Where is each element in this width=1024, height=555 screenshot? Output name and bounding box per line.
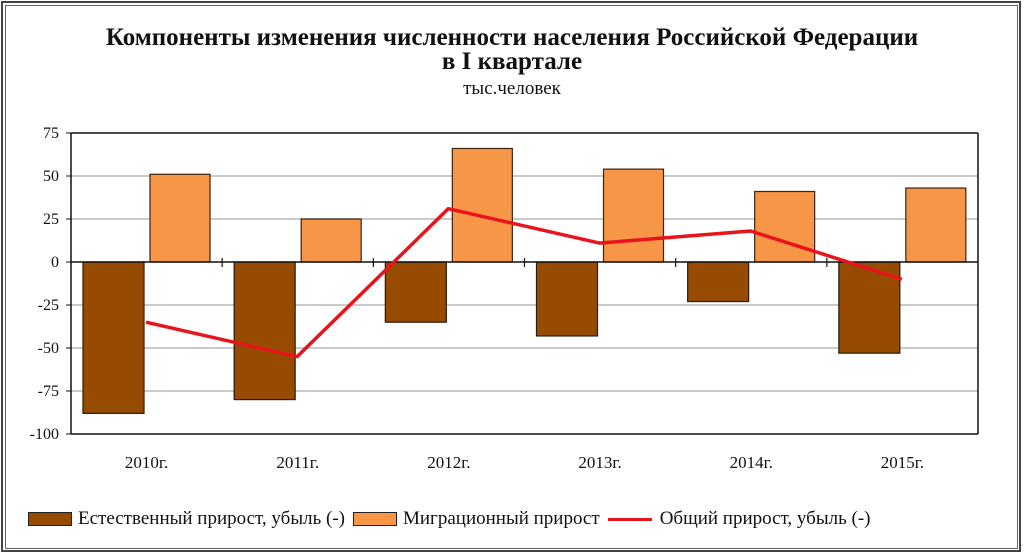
legend-item-migration: Миграционный прирост (352, 508, 600, 530)
x-tick-label: 2011г. (276, 453, 319, 472)
bar-natural (384, 261, 447, 323)
bar-migration (905, 187, 967, 263)
line-total (145, 206, 903, 359)
y-tick-label: 25 (43, 211, 59, 228)
bar-natural (233, 261, 296, 401)
bar-natural (535, 261, 599, 337)
y-tick-label: -75 (38, 383, 59, 400)
inner-frame (5, 5, 1018, 549)
x-tick-label: 2013г. (578, 453, 621, 472)
bar-natural (687, 261, 750, 303)
bar-migration (300, 218, 362, 263)
x-tick-label: 2015г. (881, 453, 924, 472)
y-tick-label: -100 (30, 426, 59, 443)
bar-migration (451, 147, 513, 263)
bar-natural (82, 261, 145, 414)
y-tick-label: 75 (43, 125, 59, 142)
legend: Естественный прирост, убыль (-) Миграцио… (28, 508, 878, 530)
legend-swatch-total (607, 517, 652, 521)
legend-swatch-migration (352, 512, 397, 526)
legend-label-natural: Естественный прирост, убыль (-) (78, 508, 345, 529)
bar-migration (602, 168, 665, 263)
x-tick-label: 2010г. (125, 453, 168, 472)
x-tick-label: 2012г. (427, 453, 470, 472)
y-tick-label: 0 (51, 254, 59, 271)
chart-subtitle: тыс.человек (463, 78, 561, 99)
bar-natural (838, 261, 901, 354)
legend-label-total: Общий прирост, убыль (-) (659, 508, 871, 529)
legend-swatch-natural (28, 512, 72, 526)
y-tick-label: -25 (38, 297, 59, 314)
bar-migration (149, 173, 211, 263)
chart-title-line-1: Компоненты изменения численности населен… (105, 24, 919, 51)
x-tick-label: 2014г. (730, 453, 773, 472)
legend-item-natural: Естественный прирост, убыль (-) (28, 508, 345, 530)
legend-label-migration: Миграционный прирост (402, 508, 600, 529)
y-tick-label: 50 (43, 168, 59, 185)
legend-item-total: Общий прирост, убыль (-) (607, 508, 871, 530)
bar-migration (754, 190, 816, 263)
y-tick-label: -50 (38, 340, 59, 357)
chart-title-line-2: в I квартале (441, 48, 583, 75)
